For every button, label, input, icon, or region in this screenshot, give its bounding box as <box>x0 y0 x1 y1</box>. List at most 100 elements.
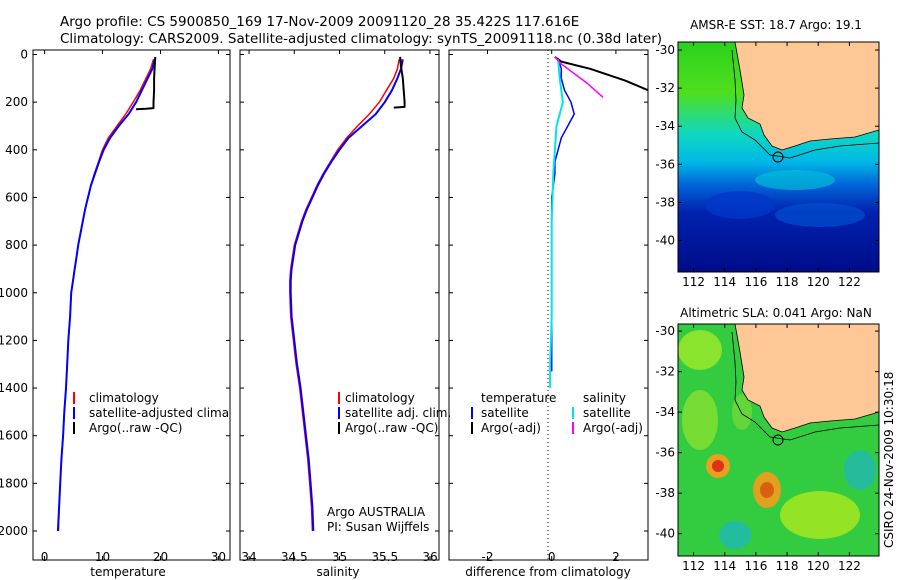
lon-tick-label: 118 <box>776 559 799 573</box>
x-tick-label: 34.5 <box>281 550 308 564</box>
legend-s-argo: Argo(-adj) <box>583 421 643 435</box>
y-tick-label: 1400 <box>0 381 28 395</box>
temperature-x-axis: 0 10 20 30 <box>41 50 226 564</box>
sla-patch <box>682 390 718 450</box>
legend-t-argo: Argo(-adj) <box>481 421 541 435</box>
difference-x-label: difference from climatology <box>465 565 631 579</box>
x-tick-label: 35 <box>332 550 347 564</box>
lat-tick-label: -30 <box>655 43 675 57</box>
lat-tick-label: -36 <box>655 446 675 460</box>
lon-tick-label: 114 <box>713 275 736 289</box>
sla-patch <box>760 482 774 498</box>
sst-patch <box>755 170 835 190</box>
x-tick-label: 35.5 <box>371 550 398 564</box>
x-tick-label: -2 <box>482 550 494 564</box>
sst-patch <box>775 203 865 227</box>
figure-title-line1: Argo profile: CS 5900850_169 17-Nov-2009… <box>60 14 579 30</box>
sla-patch <box>844 450 876 490</box>
legend-climatology: climatology <box>89 391 159 405</box>
temperature-series <box>56 56 157 532</box>
sla-patch <box>719 521 751 549</box>
series-line-salinity-argo-adj- <box>554 56 604 98</box>
series-line-satellite-adj-clim- <box>289 59 404 532</box>
legend-argo: Argo(..raw -QC) <box>89 421 182 435</box>
lat-tick-label: -34 <box>655 405 675 419</box>
sla-patch <box>732 394 752 430</box>
series-line-temperature-argo-adj- <box>554 56 648 92</box>
y-tick-label: 2000 <box>0 524 28 538</box>
series-line-climatology <box>289 59 400 532</box>
temperature-panel-frame <box>32 49 231 561</box>
legend-satellite-adj: satellite adj. clim. <box>345 406 451 420</box>
sla-float-marker <box>772 434 784 446</box>
x-tick-label: 30 <box>211 550 226 564</box>
y-tick-label: 1800 <box>0 476 28 490</box>
difference-x-axis: -2 0 2 <box>482 50 620 564</box>
series-line-climatology <box>57 59 155 532</box>
lat-tick-label: -40 <box>655 234 675 248</box>
sla-map-title: Altimetric SLA: 0.041 Argo: NaN <box>680 306 872 320</box>
y-tick-label: 400 <box>5 143 28 157</box>
legend-argo: Argo(..raw -QC) <box>345 421 438 435</box>
legend-head-salinity: salinity <box>583 391 626 405</box>
lon-tick-label: 116 <box>744 559 767 573</box>
lon-tick-label: 112 <box>682 559 705 573</box>
lon-tick-label: 112 <box>682 275 705 289</box>
lon-tick-label: 122 <box>838 559 861 573</box>
series-line-temperature-satellite <box>550 59 575 372</box>
sst-map-title: AMSR-E SST: 18.7 Argo: 19.1 <box>690 18 862 32</box>
lat-tick-label: -36 <box>655 157 675 171</box>
lon-tick-label: 116 <box>744 275 767 289</box>
sla-map <box>678 324 879 556</box>
credit-program: Argo AUSTRALIA <box>327 505 426 519</box>
x-tick-label: 36 <box>422 550 437 564</box>
salinity-panel-frame <box>239 49 440 561</box>
series-line-salinity-satellite <box>549 59 564 389</box>
salinity-x-axis: 34 34.5 35 35.5 36 <box>241 50 438 564</box>
legend-t-satellite: satellite <box>481 406 529 420</box>
lat-tick-label: -32 <box>655 81 675 95</box>
sla-depth-contour <box>731 331 879 441</box>
difference-series <box>549 56 648 389</box>
sst-float-marker <box>772 151 784 163</box>
lat-tick-label: -34 <box>655 119 675 133</box>
lat-tick-label: -30 <box>655 324 675 338</box>
salinity-x-label: salinity <box>316 565 359 579</box>
depth-axis: 0 200 400 600 800 1000 1200 1400 1600 1800 2000 <box>0 48 648 538</box>
legend-climatology: climatology <box>345 391 415 405</box>
lat-tick-label: -38 <box>655 486 675 500</box>
y-tick-label: 0 <box>20 48 28 62</box>
x-tick-label: 34 <box>241 550 256 564</box>
x-tick-label: 10 <box>95 550 110 564</box>
temperature-legend: climatology satellite-adjusted climatolo… <box>73 391 267 435</box>
difference-legend: temperature salinity satellite Argo(-adj… <box>471 391 643 435</box>
sla-map-axes: -30 -32 -34 -36 -38 -40 112 114 116 118 120 122 <box>655 324 879 573</box>
y-tick-label: 1200 <box>0 333 28 347</box>
series-line-argo-raw-qc- <box>136 56 157 111</box>
x-tick-label: 2 <box>612 550 620 564</box>
sst-map <box>678 42 879 272</box>
y-tick-label: 600 <box>5 190 28 204</box>
lon-tick-label: 120 <box>807 275 830 289</box>
lat-tick-label: -32 <box>655 365 675 379</box>
legend-head-temperature: temperature <box>481 391 556 405</box>
sla-patch <box>780 491 860 539</box>
x-tick-label: 20 <box>153 550 168 564</box>
lat-tick-label: -38 <box>655 195 675 209</box>
sst-depth-contour <box>731 49 879 159</box>
y-tick-label: 1000 <box>0 286 28 300</box>
y-tick-label: 800 <box>5 238 28 252</box>
legend-satellite-adjusted: satellite-adjusted climatology <box>89 406 267 420</box>
csiro-timestamp-label: CSIRO 24-Nov-2009 10:30:18 <box>882 372 896 548</box>
sst-land-australia <box>734 42 879 151</box>
lat-tick-label: -40 <box>655 527 675 541</box>
x-tick-label: 0 <box>548 550 556 564</box>
figure-title-line2: Climatology: CARS2009. Satellite-adjuste… <box>60 31 662 47</box>
lon-tick-label: 118 <box>776 275 799 289</box>
salinity-series <box>289 56 406 532</box>
sla-patch <box>712 460 724 472</box>
sla-land-australia <box>734 324 879 433</box>
legend-s-satellite: satellite <box>583 406 631 420</box>
y-tick-label: 1600 <box>0 429 28 443</box>
